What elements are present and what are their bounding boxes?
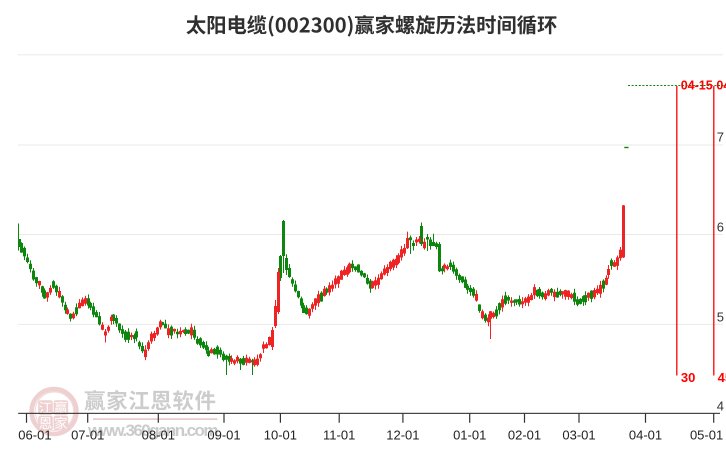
- svg-text:11-01: 11-01: [323, 428, 355, 443]
- svg-text:04-01: 04-01: [629, 428, 662, 443]
- svg-text:01-01: 01-01: [453, 428, 486, 443]
- svg-text:06-01: 06-01: [18, 428, 51, 443]
- svg-text:30: 30: [681, 370, 695, 385]
- svg-text:5: 5: [717, 310, 724, 325]
- svg-text:04-30: 04-30: [716, 79, 726, 93]
- svg-text:7: 7: [717, 130, 724, 145]
- svg-text:4: 4: [717, 399, 724, 414]
- svg-text:07-01: 07-01: [71, 428, 104, 443]
- svg-text:08-01: 08-01: [142, 428, 175, 443]
- svg-text:03-01: 03-01: [562, 428, 595, 443]
- svg-text:www.360gann.com: www.360gann.com: [87, 421, 219, 440]
- svg-text:02-01: 02-01: [508, 428, 541, 443]
- svg-text:10-01: 10-01: [264, 428, 297, 443]
- svg-text:45: 45: [718, 370, 726, 385]
- svg-text:09-01: 09-01: [207, 428, 240, 443]
- svg-text:6: 6: [717, 220, 724, 235]
- svg-text:04-15: 04-15: [681, 79, 713, 93]
- svg-text:05-01: 05-01: [690, 428, 723, 443]
- svg-text:12-01: 12-01: [386, 428, 419, 443]
